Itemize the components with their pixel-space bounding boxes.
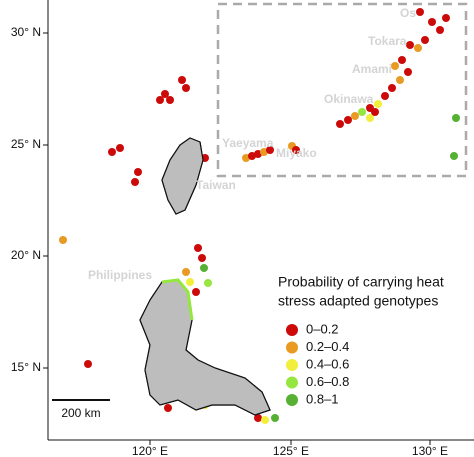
legend-swatch — [286, 324, 298, 336]
occurrence-dot — [414, 44, 422, 52]
occurrence-dot — [428, 18, 436, 26]
occurrence-dot — [450, 152, 458, 160]
occurrence-dot — [371, 108, 379, 116]
occurrence-dot — [182, 84, 190, 92]
lat-label: 15° N — [11, 360, 41, 374]
occurrence-dot — [254, 414, 262, 422]
occurrence-dot — [192, 288, 200, 296]
place-label: Os — [400, 6, 416, 20]
occurrence-dot — [204, 279, 212, 287]
legend-swatch — [286, 394, 298, 406]
legend-label: 0.2–0.4 — [306, 339, 349, 354]
legend-swatch — [286, 341, 298, 354]
occurrence-dot — [374, 100, 382, 108]
occurrence-dot — [182, 268, 190, 276]
place-label: Tokara — [368, 34, 407, 48]
legend-swatch — [286, 359, 298, 371]
occurrence-dot — [391, 62, 399, 70]
occurrence-dot — [452, 114, 460, 122]
legend-label: 0–0.2 — [306, 321, 339, 336]
occurrence-dot — [108, 148, 116, 156]
occurrence-dot — [200, 264, 208, 272]
occurrence-dot — [442, 14, 450, 22]
place-label: Okinawa — [324, 92, 374, 106]
occurrence-dot — [421, 36, 429, 44]
occurrence-dot — [351, 112, 359, 120]
lat-label: 20° N — [11, 248, 41, 262]
occurrence-dot — [164, 404, 172, 412]
lon-label: 125° E — [273, 444, 309, 457]
occurrence-dot — [84, 360, 92, 368]
place-label: Philippines — [88, 268, 152, 282]
occurrence-dot — [59, 236, 67, 244]
landmass-taiwan-outline — [161, 137, 204, 215]
occurrence-dot — [194, 244, 202, 252]
occurrence-dot — [271, 414, 279, 422]
legend-label: 0.6–0.8 — [306, 374, 349, 389]
place-label: Amami — [352, 62, 392, 76]
occurrence-dot — [406, 41, 414, 49]
occurrence-dot — [396, 76, 404, 84]
occurrence-dot — [388, 84, 396, 92]
occurrence-dot — [398, 56, 406, 64]
legend-label: 0.8–1 — [306, 391, 339, 406]
place-label: Taiwan — [196, 178, 236, 192]
coast-highlight — [161, 278, 194, 321]
occurrence-dot — [116, 144, 124, 152]
occurrence-dot — [404, 68, 412, 76]
legend-title: stress adapted genotypes — [278, 293, 438, 309]
occurrence-dot — [266, 146, 274, 154]
legend-title: Probability of carrying heat — [278, 274, 444, 290]
occurrence-dot — [186, 278, 194, 286]
occurrence-dot — [156, 96, 164, 104]
place-label: Miyako — [276, 146, 317, 160]
occurrence-dot — [166, 96, 174, 104]
occurrence-dot — [436, 26, 444, 34]
place-label: Yaeyama — [222, 136, 274, 150]
occurrence-dot — [134, 168, 142, 176]
landmass-luzon — [139, 279, 271, 416]
occurrence-dot — [131, 178, 139, 186]
lat-label: 25° N — [11, 137, 41, 151]
lat-label: 30° N — [11, 25, 41, 39]
occurrence-dot — [161, 90, 169, 98]
occurrence-dot — [178, 76, 186, 84]
occurrence-dot — [358, 108, 366, 116]
occurrence-dot — [381, 92, 389, 100]
scale-label: 200 km — [61, 406, 100, 420]
occurrence-dot — [336, 120, 344, 128]
inset-box — [216, 2, 468, 178]
occurrence-dot — [416, 8, 424, 16]
occurrence-dot — [292, 146, 300, 154]
legend-swatch — [286, 376, 298, 389]
lon-label: 130° E — [412, 444, 448, 457]
lon-label: 120° E — [132, 444, 168, 457]
occurrence-dot — [366, 114, 374, 122]
occurrence-dot — [198, 254, 206, 262]
occurrence-dot — [261, 416, 269, 424]
legend-label: 0.4–0.6 — [306, 356, 349, 371]
occurrence-dot — [344, 116, 352, 124]
